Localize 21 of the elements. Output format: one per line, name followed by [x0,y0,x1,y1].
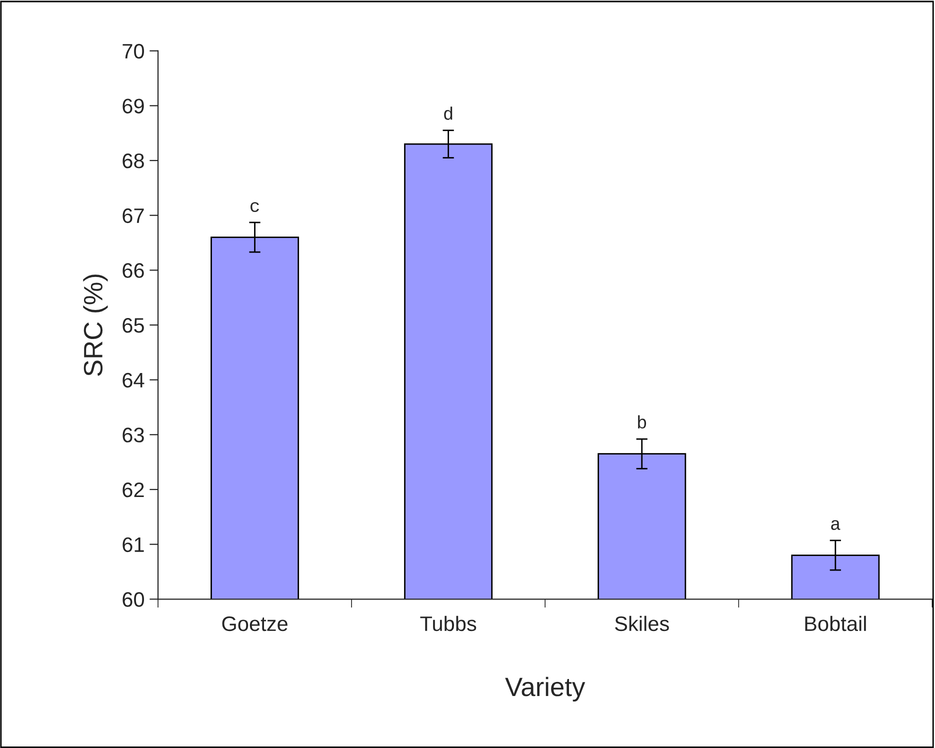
x-tick-label: Bobtail [805,616,866,632]
y-tick-label: 67 [122,208,144,224]
annotation: a [831,520,840,530]
y-tick-label: 64 [122,372,144,388]
y-tick-label: 62 [122,482,144,498]
y-tick-label: 69 [122,98,144,114]
x-tick-label: Goetze [222,616,288,632]
y-tick-label: 70 [122,44,144,59]
y-tick-label: 68 [122,154,144,168]
x-tick-label: Skiles [615,616,669,632]
annotation: c [250,202,259,212]
annotation: d [444,106,452,120]
y-tick-label: 66 [122,263,144,278]
y-tick-label: 65 [122,318,144,333]
y-axis-title: SRC (%) [83,274,108,376]
x-axis-title: Variety [505,676,586,702]
annotation: b [638,415,646,429]
y-tick-label: 60 [122,592,144,607]
y-tick-label: 61 [122,537,144,552]
x-tick-label: Tubbs [420,616,476,632]
y-tick-label: 63 [122,428,144,442]
